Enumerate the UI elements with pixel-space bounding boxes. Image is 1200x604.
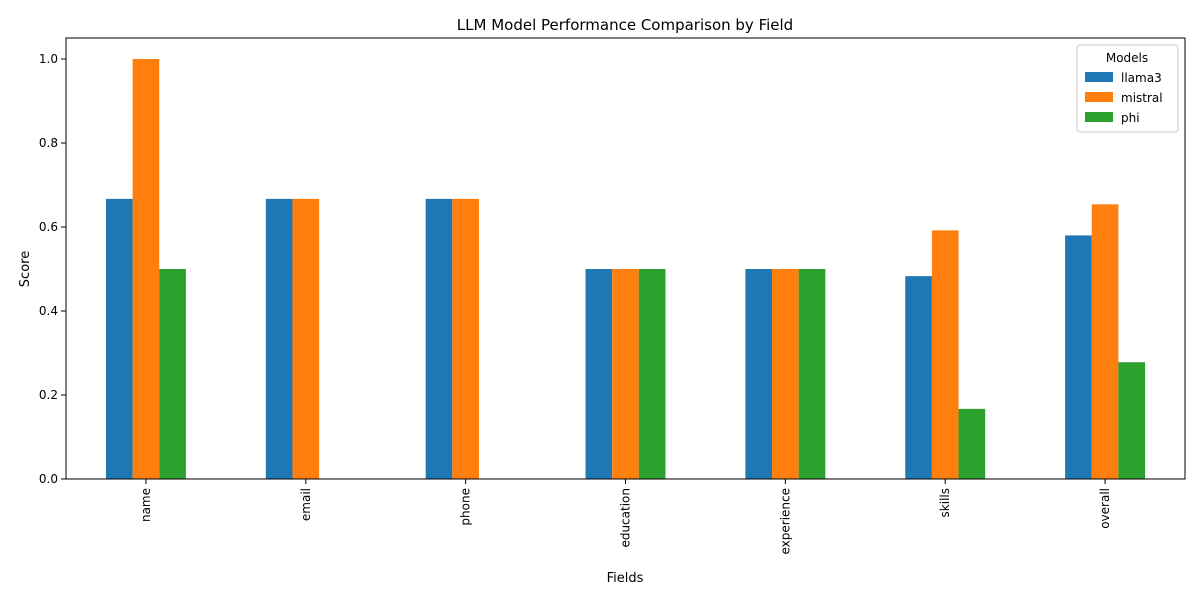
legend-label-llama3: llama3 [1121, 71, 1162, 85]
y-tick-label: 0.2 [39, 388, 58, 402]
x-axis-ticks: name email phone education experience skills o… [139, 479, 1112, 555]
bar-phi-experience [798, 269, 826, 479]
bar-phi-education [638, 269, 666, 479]
y-tick-label: 0.4 [39, 304, 58, 318]
y-tick-label: 1.0 [39, 52, 58, 66]
bar-llama3-email [265, 198, 293, 480]
bar-llama3-name [105, 198, 133, 480]
legend-swatch-llama3 [1085, 72, 1113, 82]
x-tick-label: phone [459, 488, 473, 526]
chart-title: LLM Model Performance Comparison by Fiel… [457, 16, 793, 34]
bar-phi-skills [958, 408, 986, 479]
bar-llama3-skills [905, 276, 932, 479]
bar-llama3-phone [425, 198, 453, 480]
y-tick-label: 0.0 [39, 472, 58, 486]
x-tick-label: experience [778, 488, 792, 555]
legend-swatch-phi [1085, 112, 1113, 122]
y-tick-label: 0.8 [39, 136, 58, 150]
legend: Models llama3 mistral phi [1076, 44, 1179, 133]
x-tick-label: overall [1098, 488, 1112, 529]
y-tick-label: 0.6 [39, 220, 58, 234]
x-tick-label: skills [938, 488, 952, 517]
bar-llama3-education [585, 269, 613, 479]
legend-title: Models [1106, 51, 1148, 65]
bar-mistral-skills [931, 230, 959, 479]
bar-mistral-overall [1091, 204, 1119, 479]
bar-phi-name [159, 269, 186, 479]
bars-group [105, 59, 1146, 480]
bar-llama3-overall [1065, 235, 1092, 479]
legend-label-mistral: mistral [1121, 91, 1163, 105]
x-tick-label: education [619, 488, 633, 548]
bar-llama3-experience [745, 269, 773, 479]
y-axis-ticks: 0.0 0.2 0.4 0.6 0.8 1.0 [39, 52, 66, 486]
legend-swatch-mistral [1085, 92, 1113, 102]
y-axis-title: Score [18, 251, 33, 287]
bar-mistral-education [612, 269, 639, 479]
x-tick-label: name [139, 488, 153, 522]
bar-mistral-experience [772, 269, 799, 479]
bar-mistral-name [132, 59, 160, 479]
bar-phi-overall [1118, 362, 1146, 479]
plot-frame [65, 37, 1186, 480]
legend-items: llama3 mistral phi [1085, 71, 1163, 125]
bar-mistral-email [292, 198, 320, 480]
x-tick-label: email [299, 488, 313, 521]
x-axis-title: Fields [607, 571, 644, 586]
legend-label-phi: phi [1121, 111, 1140, 125]
legend-box [1076, 44, 1179, 133]
bar-mistral-phone [452, 198, 479, 480]
